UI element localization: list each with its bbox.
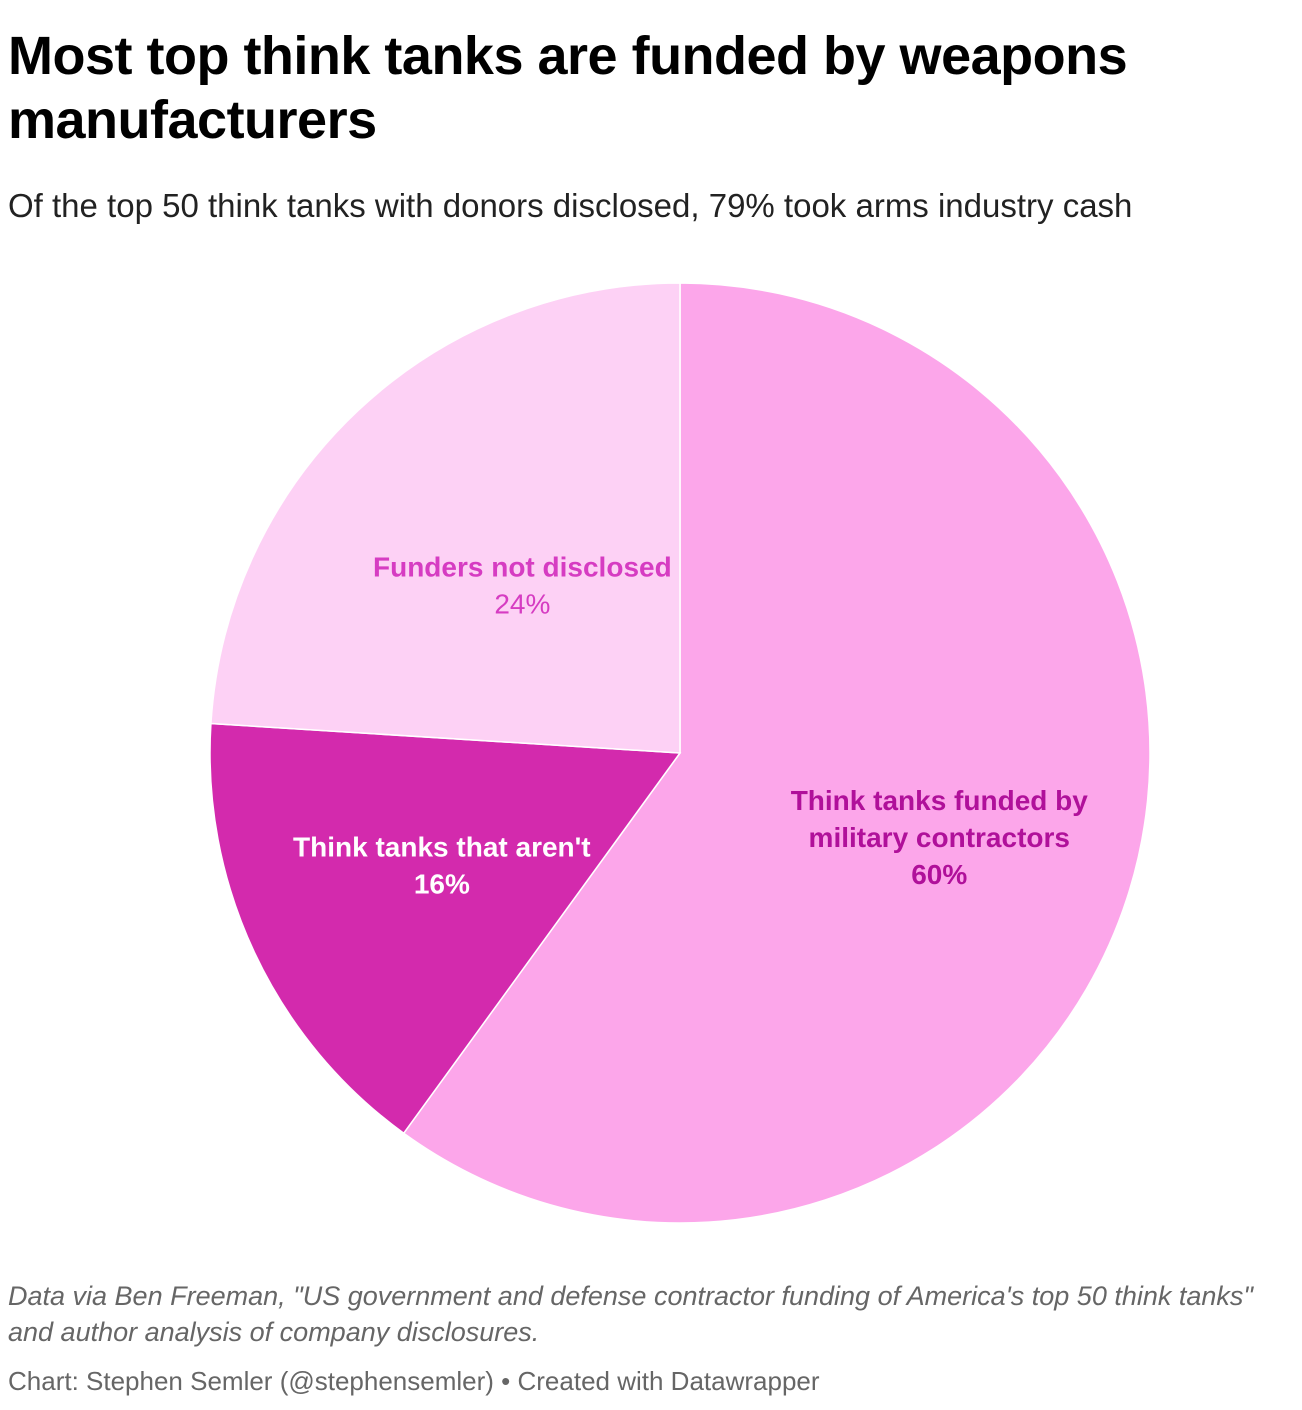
pie-labels: Think tanks funded by military contractor… — [293, 552, 1088, 900]
slice-category-label: Think tanks funded by — [791, 785, 1089, 816]
pie-slice-3 — [210, 282, 681, 754]
slice-value-label: 60% — [911, 859, 967, 890]
pie-chart: Think tanks funded by military contractor… — [209, 282, 1151, 1224]
source-notes: Data via Ben Freeman, "US government and… — [8, 1281, 1253, 1347]
slice-category-label: Think tanks that aren't — [293, 832, 591, 863]
slice-category-label: Funders not disclosed — [373, 552, 672, 583]
pie-slices — [209, 282, 1151, 1224]
chart-subtitle: Of the top 50 think tanks with donors di… — [8, 187, 1133, 224]
chart-title: Most top think tanks are funded by weapo… — [8, 26, 1128, 150]
pie-slice-1 — [402, 282, 1151, 1224]
chart-byline: Chart: Stephen Semler (@stephensemler) •… — [8, 1366, 820, 1396]
slice-value-label: 24% — [494, 589, 550, 620]
slice-label-1: Think tanks funded by military contractor… — [791, 785, 1089, 890]
slice-label-2: Think tanks that aren't 16% — [293, 832, 591, 900]
slice-value-label: 16% — [414, 869, 470, 900]
slice-label-3: Funders not disclosed 24% — [373, 552, 672, 620]
pie-slice-2 — [209, 722, 682, 1135]
slice-category-label: military contractors — [809, 822, 1070, 853]
